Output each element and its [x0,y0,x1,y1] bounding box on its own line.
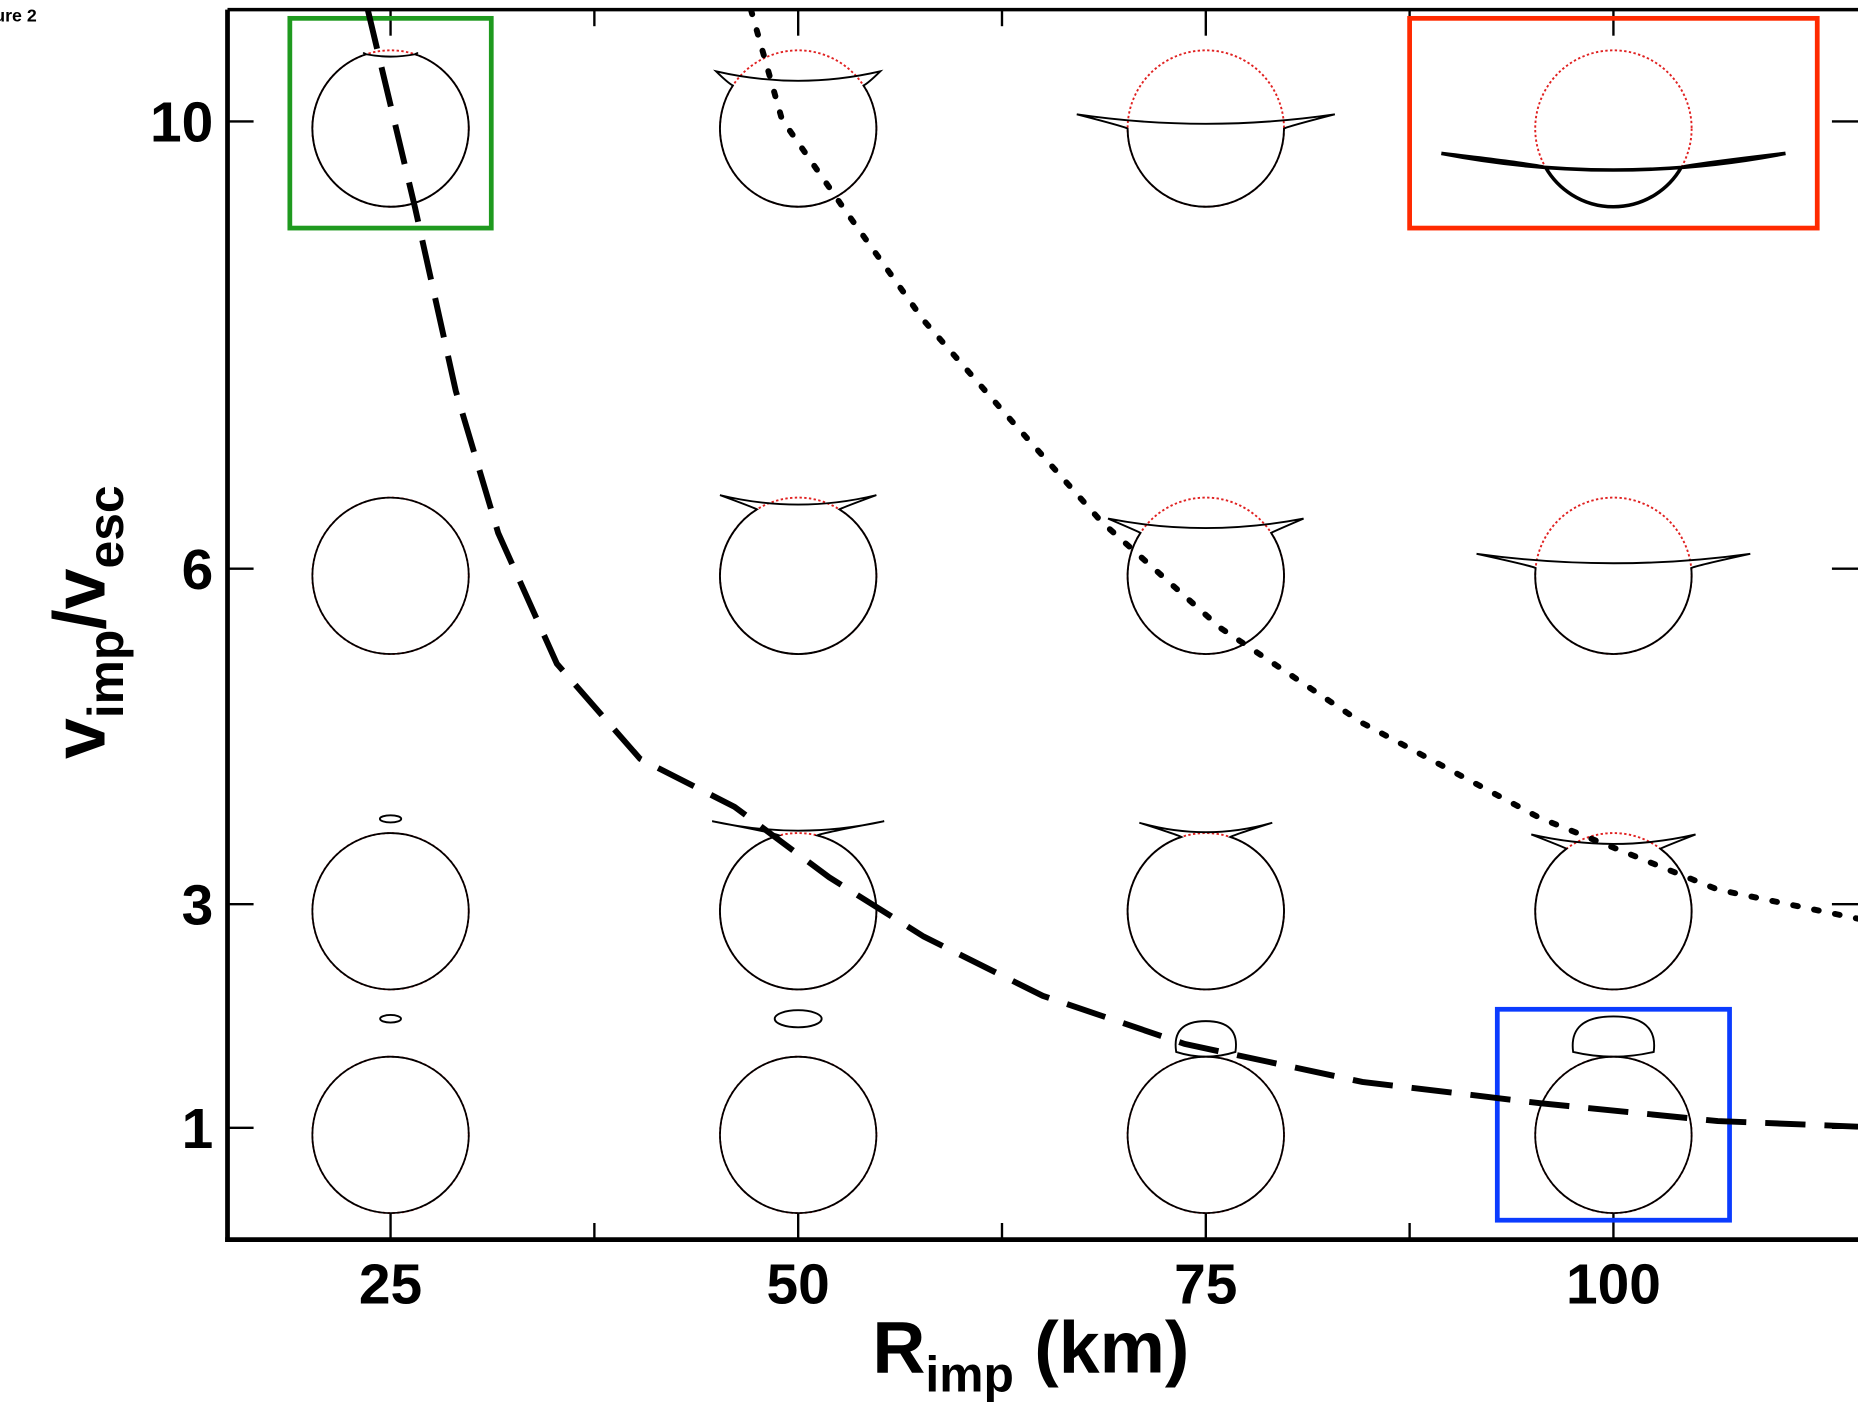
target-outline [719,1055,878,1214]
highlight-box-blue [1494,1006,1732,1223]
x-tick-label: 25 [359,1254,422,1317]
target-outline [1126,1055,1285,1214]
ejecta-blob [1174,1020,1237,1058]
deformed-target [1107,517,1304,655]
y-tick-label: 10 [150,92,213,155]
x-title-sub: imp [925,1346,1013,1402]
target-outline [311,1055,470,1214]
y-title-sub2: esc [78,485,134,568]
y-title-sep: /v [37,568,120,629]
x-tick-label: 50 [767,1254,830,1317]
deformed-target [1530,833,1696,991]
x-title-suffix: (km) [1014,1305,1190,1388]
deformed-target [311,52,470,208]
x-title-main: R [872,1305,925,1388]
boundary-curve [747,9,1858,922]
y-tick-label: 3 [182,874,214,937]
highlight-box-green [287,15,494,231]
ejecta-blob [773,1009,823,1029]
glyphs [311,49,1786,1215]
deformed-target [1076,113,1336,208]
x-axis-title: Rimp (km) [872,1305,1189,1402]
y-axis-title: vimp/vesc [37,485,134,759]
deformed-target [1441,151,1786,209]
target-outline [1534,1055,1693,1214]
target-outline [311,496,470,655]
deformed-target [1126,821,1285,991]
deformed-target [1476,552,1751,655]
x-tick-label: 100 [1566,1254,1661,1317]
y-title-sub1: imp [78,630,134,718]
ejecta-blob [1571,1015,1656,1058]
y-tick-label: 6 [182,539,214,602]
y-title-main: v [37,718,120,759]
deformed-target [711,820,885,991]
ejecta-blob [378,814,403,824]
caption: gure 2 [0,5,37,25]
y-tick-label: 1 [182,1098,214,1161]
target-outline [311,832,470,991]
ejecta-blob [379,1014,402,1024]
deformed-target [713,69,884,208]
x-tick-label: 75 [1174,1254,1237,1317]
boundary-curve [364,9,1858,1130]
deformed-target [719,494,878,655]
highlight-box-red [1407,15,1820,231]
